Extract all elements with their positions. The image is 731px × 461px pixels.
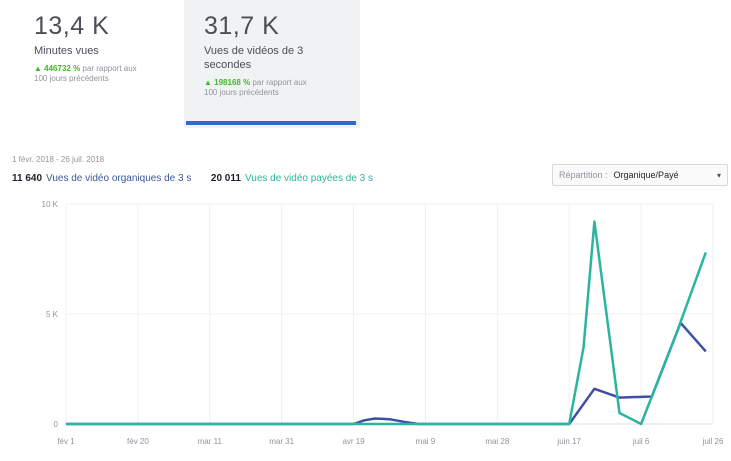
minutes-change-note: par rapport aux — [82, 64, 137, 73]
y-tick-label: 10 K — [42, 200, 59, 209]
x-tick-label: juin 17 — [556, 437, 581, 446]
views-note: 100 jours précédents — [204, 88, 279, 97]
up-arrow-icon: ▲ — [34, 64, 42, 73]
x-tick-label: juil 6 — [632, 437, 650, 446]
breakdown-prefix: Répartition : — [559, 170, 608, 180]
y-tick-label: 5 K — [46, 310, 59, 319]
x-tick-label: mar 31 — [269, 437, 294, 446]
minutes-change-pct: 446732 % — [44, 64, 81, 73]
paid-series-line — [66, 220, 707, 426]
x-tick-label: mai 28 — [485, 437, 510, 446]
views-value: 31,7 K — [204, 12, 280, 40]
views-label: Vues de vidéos de 3 secondes — [204, 45, 304, 71]
x-tick-label: juil 26 — [702, 437, 724, 446]
paid-count: 20 011 — [210, 173, 241, 184]
organic-legend-label: Vues de vidéo organiques de 3 s — [46, 173, 192, 184]
y-tick-label: 0 — [54, 420, 59, 429]
x-tick-label: fév 1 — [57, 437, 75, 446]
breakdown-dropdown[interactable]: Répartition : Organique/Payé ▾ — [552, 164, 728, 186]
views-change-note: par rapport aux — [252, 78, 307, 87]
date-range: 1 févr. 2018 - 26 juil. 2018 — [12, 155, 105, 164]
minutes-label: Minutes vues — [34, 45, 99, 57]
minutes-note: 100 jours précédents — [34, 74, 109, 83]
views-change-pct: 198168 % — [214, 78, 251, 87]
breakdown-value: Organique/Payé — [613, 170, 679, 180]
minutes-change: ▲ 446732 % par rapport aux — [34, 63, 160, 74]
views-change: ▲ 198168 % par rapport aux — [204, 77, 340, 88]
x-tick-label: mai 9 — [416, 437, 436, 446]
organic-count: 11 640 — [12, 173, 43, 184]
chart-legend: 11 640 Vues de vidéo organiques de 3 s 20… — [12, 173, 373, 184]
x-tick-label: mar 11 — [198, 437, 223, 446]
active-tab-indicator — [186, 121, 356, 125]
paid-legend-label: Vues de vidéo payées de 3 s — [244, 173, 374, 184]
metric-card-minutes[interactable]: 13,4 K Minutes vues ▲ 446732 % par rappo… — [14, 0, 180, 128]
x-tick-label: avr 19 — [342, 437, 365, 446]
chevron-down-icon: ▾ — [716, 170, 721, 180]
x-tick-label: fév 20 — [127, 437, 149, 446]
minutes-value: 13,4 K — [34, 12, 110, 40]
metric-card-views[interactable]: 31,7 K Vues de vidéos de 3 secondes ▲ 19… — [184, 0, 360, 128]
up-arrow-icon: ▲ — [204, 78, 212, 87]
views-line-chart: 0 5 K 10 K fév 1 fév 20 mar 11 mar 31 avr 19 ma… — [42, 200, 724, 446]
